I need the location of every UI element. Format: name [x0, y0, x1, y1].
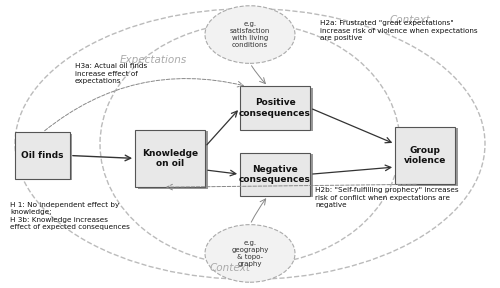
Bar	[242, 88, 312, 131]
Bar	[242, 154, 312, 197]
Bar	[398, 128, 458, 186]
Text: H2a: Frustrated "great expectations"
increase risk of violence when expectations: H2a: Frustrated "great expectations" inc…	[320, 20, 478, 41]
Text: Group
violence: Group violence	[404, 146, 446, 165]
Bar	[240, 86, 310, 130]
Bar	[15, 132, 70, 179]
Text: Expectations: Expectations	[120, 56, 187, 65]
Ellipse shape	[205, 6, 295, 63]
Bar	[395, 127, 455, 184]
Bar	[138, 131, 208, 189]
Bar	[18, 134, 72, 180]
Text: H2b: "Self-fulfilling prophecy" increases
risk of conflict when expectations are: H2b: "Self-fulfilling prophecy" increase…	[315, 187, 458, 208]
Text: Knowledge
on oil: Knowledge on oil	[142, 149, 198, 168]
Text: Context: Context	[210, 263, 251, 273]
Bar	[240, 153, 310, 196]
Text: Positive
consequences: Positive consequences	[239, 98, 311, 118]
Bar	[135, 130, 205, 187]
Ellipse shape	[205, 225, 295, 282]
Text: Oil finds: Oil finds	[21, 151, 64, 160]
Text: e.g.
satisfaction
with living
conditions: e.g. satisfaction with living conditions	[230, 21, 270, 48]
Text: H3a: Actual oil finds
increase effect of
expectations: H3a: Actual oil finds increase effect of…	[75, 63, 147, 84]
Text: H 1: No independent effect by
knowledge;
H 3b: Knowledge increases
effect of exp: H 1: No independent effect by knowledge;…	[10, 202, 130, 230]
Text: Context: Context	[390, 15, 431, 25]
Text: e.g.
geography
& topo-
graphy: e.g. geography & topo- graphy	[232, 240, 268, 267]
Text: Negative
consequences: Negative consequences	[239, 164, 311, 184]
